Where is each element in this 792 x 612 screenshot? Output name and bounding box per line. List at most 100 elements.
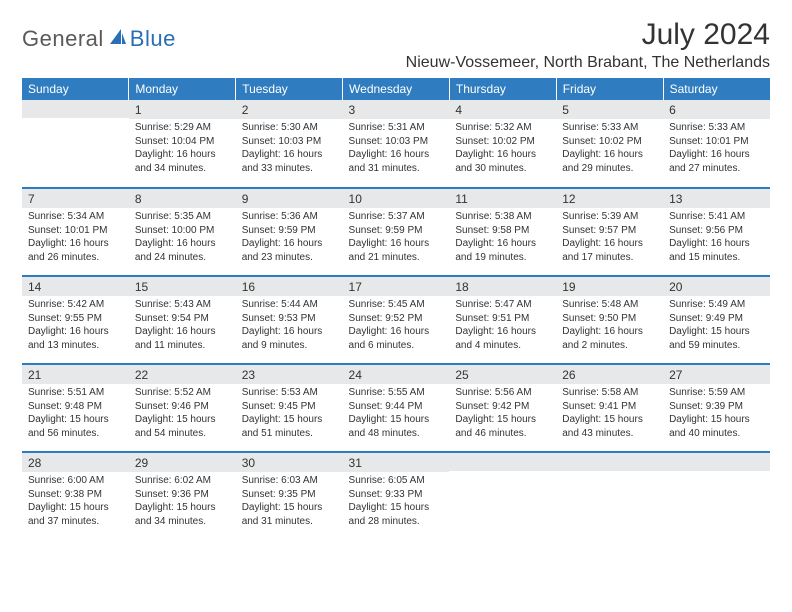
calendar-day-cell: 28Sunrise: 6:00 AMSunset: 9:38 PMDayligh… — [22, 452, 129, 540]
daylight-text-line1: Daylight: 15 hours — [562, 413, 657, 427]
day-content: Sunrise: 5:35 AMSunset: 10:00 PMDaylight… — [129, 208, 236, 268]
daylight-text-line1: Daylight: 16 hours — [242, 325, 337, 339]
weekday-header: Tuesday — [236, 78, 343, 100]
day-number: 11 — [449, 189, 556, 208]
daylight-text-line2: and 28 minutes. — [349, 515, 444, 529]
calendar-week-row: 14Sunrise: 5:42 AMSunset: 9:55 PMDayligh… — [22, 276, 770, 364]
daylight-text-line2: and 51 minutes. — [242, 427, 337, 441]
daylight-text-line2: and 9 minutes. — [242, 339, 337, 353]
calendar-day-cell: 7Sunrise: 5:34 AMSunset: 10:01 PMDayligh… — [22, 188, 129, 276]
sunset-text: Sunset: 10:03 PM — [242, 135, 337, 149]
sunset-text: Sunset: 9:38 PM — [28, 488, 123, 502]
sunset-text: Sunset: 10:03 PM — [349, 135, 444, 149]
calendar-day-cell: 15Sunrise: 5:43 AMSunset: 9:54 PMDayligh… — [129, 276, 236, 364]
sunrise-text: Sunrise: 5:41 AM — [669, 210, 764, 224]
day-number: 18 — [449, 277, 556, 296]
weekday-header: Saturday — [663, 78, 770, 100]
daylight-text-line1: Daylight: 15 hours — [669, 325, 764, 339]
calendar-day-cell — [449, 452, 556, 540]
day-number: 10 — [343, 189, 450, 208]
daylight-text-line1: Daylight: 15 hours — [28, 501, 123, 515]
daylight-text-line1: Daylight: 15 hours — [242, 501, 337, 515]
daylight-text-line2: and 40 minutes. — [669, 427, 764, 441]
empty-day-number-bar — [449, 453, 556, 471]
daylight-text-line2: and 21 minutes. — [349, 251, 444, 265]
day-content: Sunrise: 5:59 AMSunset: 9:39 PMDaylight:… — [663, 384, 770, 444]
sunset-text: Sunset: 9:39 PM — [669, 400, 764, 414]
day-number: 9 — [236, 189, 343, 208]
sunrise-text: Sunrise: 5:39 AM — [562, 210, 657, 224]
calendar-day-cell: 9Sunrise: 5:36 AMSunset: 9:59 PMDaylight… — [236, 188, 343, 276]
daylight-text-line2: and 33 minutes. — [242, 162, 337, 176]
empty-day-number-bar — [556, 453, 663, 471]
daylight-text-line1: Daylight: 16 hours — [455, 325, 550, 339]
daylight-text-line2: and 4 minutes. — [455, 339, 550, 353]
day-content: Sunrise: 5:31 AMSunset: 10:03 PMDaylight… — [343, 119, 450, 179]
day-number: 4 — [449, 100, 556, 119]
day-content: Sunrise: 5:51 AMSunset: 9:48 PMDaylight:… — [22, 384, 129, 444]
calendar-day-cell: 25Sunrise: 5:56 AMSunset: 9:42 PMDayligh… — [449, 364, 556, 452]
sunrise-text: Sunrise: 5:33 AM — [562, 121, 657, 135]
calendar-header-row: Sunday Monday Tuesday Wednesday Thursday… — [22, 78, 770, 100]
sunset-text: Sunset: 9:56 PM — [669, 224, 764, 238]
sunset-text: Sunset: 9:48 PM — [28, 400, 123, 414]
day-number: 26 — [556, 365, 663, 384]
day-number: 13 — [663, 189, 770, 208]
calendar-day-cell: 26Sunrise: 5:58 AMSunset: 9:41 PMDayligh… — [556, 364, 663, 452]
sunrise-text: Sunrise: 5:49 AM — [669, 298, 764, 312]
calendar-day-cell — [22, 100, 129, 188]
day-content: Sunrise: 5:53 AMSunset: 9:45 PMDaylight:… — [236, 384, 343, 444]
sunset-text: Sunset: 9:41 PM — [562, 400, 657, 414]
day-number: 31 — [343, 453, 450, 472]
daylight-text-line2: and 26 minutes. — [28, 251, 123, 265]
daylight-text-line2: and 17 minutes. — [562, 251, 657, 265]
calendar-day-cell: 6Sunrise: 5:33 AMSunset: 10:01 PMDayligh… — [663, 100, 770, 188]
sunrise-text: Sunrise: 5:43 AM — [135, 298, 230, 312]
sunset-text: Sunset: 9:59 PM — [349, 224, 444, 238]
calendar-day-cell: 4Sunrise: 5:32 AMSunset: 10:02 PMDayligh… — [449, 100, 556, 188]
calendar-week-row: 28Sunrise: 6:00 AMSunset: 9:38 PMDayligh… — [22, 452, 770, 540]
sunrise-text: Sunrise: 5:30 AM — [242, 121, 337, 135]
day-content: Sunrise: 5:49 AMSunset: 9:49 PMDaylight:… — [663, 296, 770, 356]
day-number: 1 — [129, 100, 236, 119]
calendar-day-cell: 14Sunrise: 5:42 AMSunset: 9:55 PMDayligh… — [22, 276, 129, 364]
calendar-week-row: 7Sunrise: 5:34 AMSunset: 10:01 PMDayligh… — [22, 188, 770, 276]
day-content: Sunrise: 5:33 AMSunset: 10:01 PMDaylight… — [663, 119, 770, 179]
daylight-text-line1: Daylight: 16 hours — [135, 148, 230, 162]
daylight-text-line1: Daylight: 15 hours — [135, 501, 230, 515]
day-content: Sunrise: 5:34 AMSunset: 10:01 PMDaylight… — [22, 208, 129, 268]
daylight-text-line1: Daylight: 15 hours — [349, 413, 444, 427]
sunrise-text: Sunrise: 5:33 AM — [669, 121, 764, 135]
calendar-day-cell: 29Sunrise: 6:02 AMSunset: 9:36 PMDayligh… — [129, 452, 236, 540]
sunrise-text: Sunrise: 5:53 AM — [242, 386, 337, 400]
calendar-day-cell: 21Sunrise: 5:51 AMSunset: 9:48 PMDayligh… — [22, 364, 129, 452]
calendar-day-cell: 1Sunrise: 5:29 AMSunset: 10:04 PMDayligh… — [129, 100, 236, 188]
day-number: 23 — [236, 365, 343, 384]
daylight-text-line1: Daylight: 16 hours — [349, 237, 444, 251]
calendar-day-cell: 31Sunrise: 6:05 AMSunset: 9:33 PMDayligh… — [343, 452, 450, 540]
daylight-text-line2: and 54 minutes. — [135, 427, 230, 441]
daylight-text-line2: and 59 minutes. — [669, 339, 764, 353]
day-content: Sunrise: 5:33 AMSunset: 10:02 PMDaylight… — [556, 119, 663, 179]
sunrise-text: Sunrise: 5:48 AM — [562, 298, 657, 312]
day-number: 12 — [556, 189, 663, 208]
calendar-day-cell: 17Sunrise: 5:45 AMSunset: 9:52 PMDayligh… — [343, 276, 450, 364]
sunrise-text: Sunrise: 5:47 AM — [455, 298, 550, 312]
weekday-header: Monday — [129, 78, 236, 100]
weekday-header: Thursday — [449, 78, 556, 100]
brand-logo: General Blue — [22, 18, 176, 52]
daylight-text-line2: and 43 minutes. — [562, 427, 657, 441]
daylight-text-line2: and 34 minutes. — [135, 162, 230, 176]
daylight-text-line1: Daylight: 16 hours — [349, 148, 444, 162]
sunset-text: Sunset: 9:53 PM — [242, 312, 337, 326]
daylight-text-line2: and 29 minutes. — [562, 162, 657, 176]
calendar-day-cell: 22Sunrise: 5:52 AMSunset: 9:46 PMDayligh… — [129, 364, 236, 452]
calendar-day-cell: 27Sunrise: 5:59 AMSunset: 9:39 PMDayligh… — [663, 364, 770, 452]
sunset-text: Sunset: 10:00 PM — [135, 224, 230, 238]
day-number: 27 — [663, 365, 770, 384]
sunrise-text: Sunrise: 6:00 AM — [28, 474, 123, 488]
day-content: Sunrise: 5:41 AMSunset: 9:56 PMDaylight:… — [663, 208, 770, 268]
daylight-text-line2: and 31 minutes. — [349, 162, 444, 176]
calendar-table: Sunday Monday Tuesday Wednesday Thursday… — [22, 78, 770, 540]
sunset-text: Sunset: 9:59 PM — [242, 224, 337, 238]
